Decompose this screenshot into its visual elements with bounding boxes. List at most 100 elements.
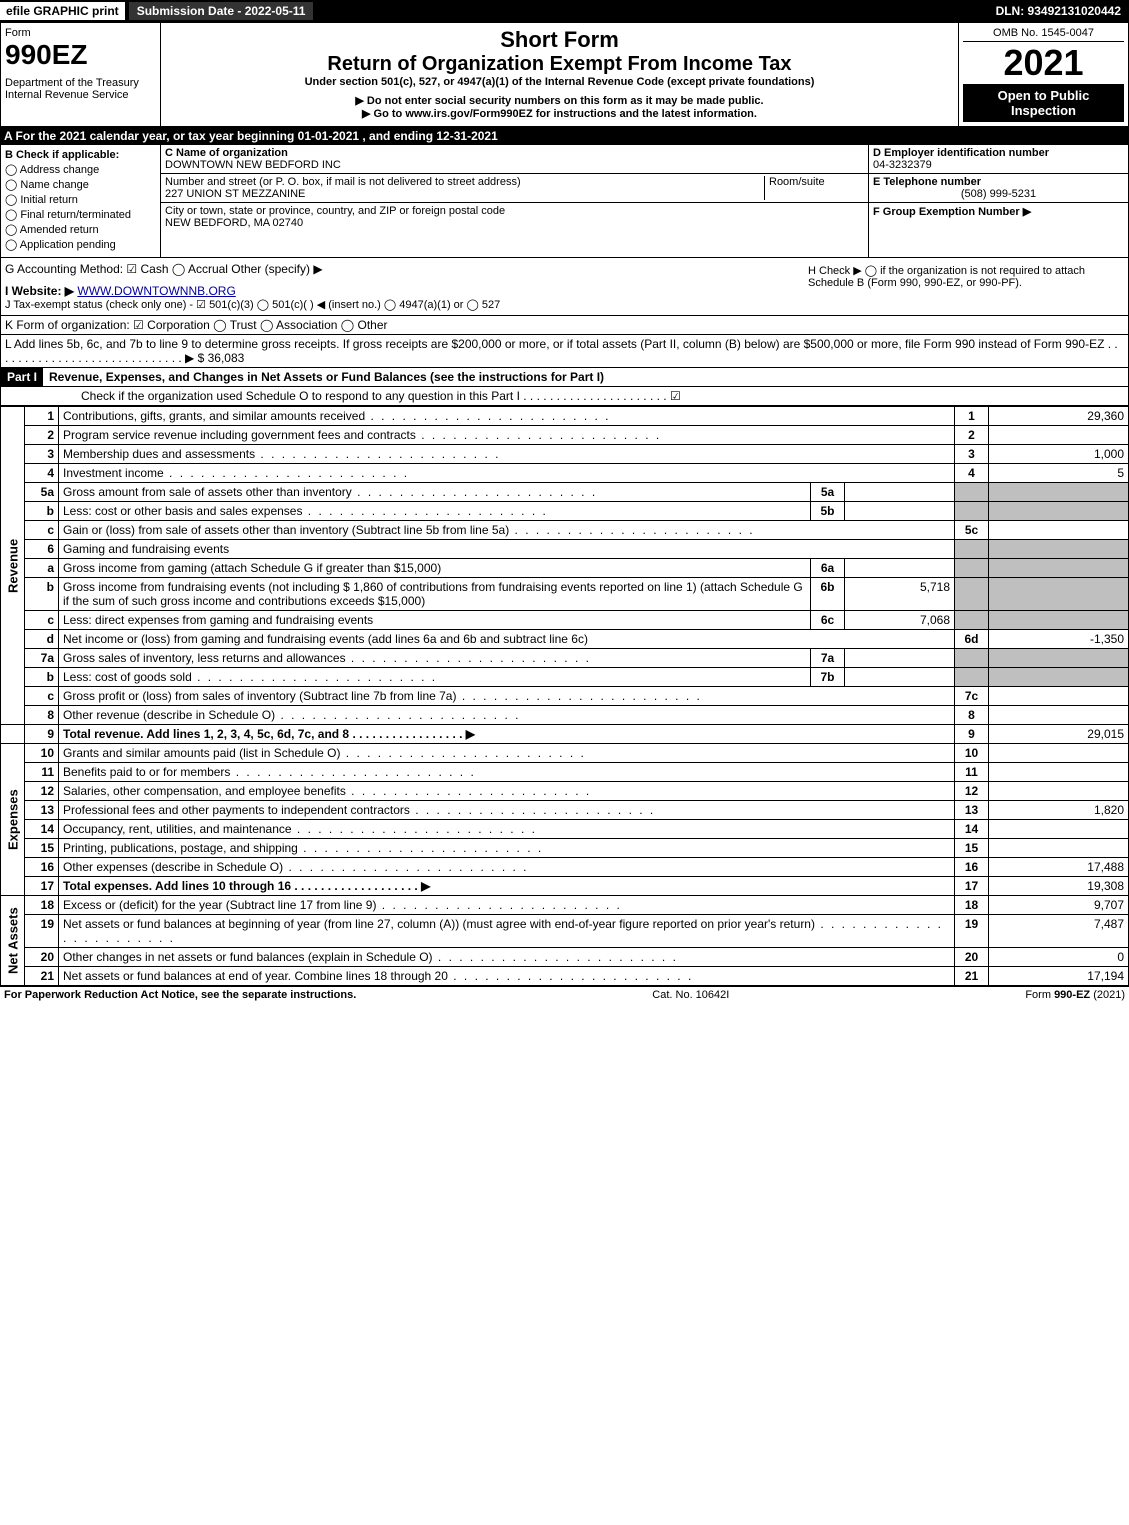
goto-link[interactable]: ▶ Go to www.irs.gov/Form990EZ for instru… — [165, 107, 954, 120]
line-2: 2 Program service revenue including gove… — [1, 426, 1129, 445]
form-number: 990EZ — [5, 39, 156, 71]
form-header: Form 990EZ Department of the Treasury In… — [0, 22, 1129, 127]
line-7c: c Gross profit or (loss) from sales of i… — [1, 687, 1129, 706]
line-7a: 7a Gross sales of inventory, less return… — [1, 649, 1129, 668]
header-mid: Short Form Return of Organization Exempt… — [161, 23, 958, 126]
e-row: E Telephone number (508) 999-5231 — [869, 174, 1128, 203]
j-tax-exempt: J Tax-exempt status (check only one) - ☑… — [5, 298, 804, 311]
line-19: 19 Net assets or fund balances at beginn… — [1, 915, 1129, 948]
under-section: Under section 501(c), 527, or 4947(a)(1)… — [165, 76, 954, 88]
org-name: DOWNTOWN NEW BEDFORD INC — [165, 159, 864, 171]
form-label: Form — [5, 27, 156, 39]
footer-right: Form 990-EZ (2021) — [1025, 989, 1125, 1001]
cb-amended-return[interactable]: ◯ Amended return — [5, 223, 156, 236]
line-13: 13 Professional fees and other payments … — [1, 801, 1129, 820]
netassets-sidelabel: Net Assets — [1, 896, 25, 986]
k-row: K Form of organization: ☑ Corporation ◯ … — [0, 316, 1129, 335]
col-c: C Name of organization DOWNTOWN NEW BEDF… — [161, 145, 868, 257]
section-ghi: G Accounting Method: ☑ Cash ◯ Accrual Ot… — [0, 258, 1129, 316]
line-6d: d Net income or (loss) from gaming and f… — [1, 630, 1129, 649]
c-street-row: Number and street (or P. O. box, if mail… — [161, 174, 868, 203]
line-14: 14 Occupancy, rent, utilities, and maint… — [1, 820, 1129, 839]
line-6b: b Gross income from fundraising events (… — [1, 578, 1129, 611]
expenses-sidelabel: Expenses — [1, 744, 25, 896]
line-11: 11 Benefits paid to or for members 11 — [1, 763, 1129, 782]
row-a-text: A For the 2021 calendar year, or tax yea… — [4, 129, 498, 143]
line-8: 8 Other revenue (describe in Schedule O)… — [1, 706, 1129, 725]
website-link-visible[interactable]: WWW.DOWNTOWNNB.ORG — [77, 284, 235, 298]
c-city-row: City or town, state or province, country… — [161, 203, 868, 231]
header-left: Form 990EZ Department of the Treasury In… — [1, 23, 161, 126]
f-row: F Group Exemption Number ▶ — [869, 203, 1128, 220]
open-inspection: Open to Public Inspection — [963, 84, 1124, 122]
cb-initial-return[interactable]: ◯ Initial return — [5, 193, 156, 206]
part-i-badge: Part I — [1, 368, 43, 386]
line-3: 3 Membership dues and assessments 3 1,00… — [1, 445, 1129, 464]
l-row: L Add lines 5b, 6c, and 7b to line 9 to … — [0, 335, 1129, 368]
line-17: 17 Total expenses. Add lines 10 through … — [1, 877, 1129, 896]
f-label: F Group Exemption Number ▶ — [873, 205, 1124, 218]
i-website: I Website: ▶ I Website: ▶ WWW.DOWNTOWNNB… — [5, 284, 804, 298]
c-street-label: Number and street (or P. O. box, if mail… — [165, 176, 764, 188]
return-title: Return of Organization Exempt From Incom… — [165, 53, 954, 76]
c-name-row: C Name of organization DOWNTOWN NEW BEDF… — [161, 145, 868, 174]
line-4: 4 Investment income 4 5 — [1, 464, 1129, 483]
line-5a: 5a Gross amount from sale of assets othe… — [1, 483, 1129, 502]
line-10: Expenses 10 Grants and similar amounts p… — [1, 744, 1129, 763]
line-5b: b Less: cost or other basis and sales ex… — [1, 502, 1129, 521]
col-b: B Check if applicable: ◯ Address change … — [1, 145, 161, 257]
short-form-title: Short Form — [165, 27, 954, 53]
part-i-check: Check if the organization used Schedule … — [0, 387, 1129, 406]
row-a: A For the 2021 calendar year, or tax yea… — [0, 127, 1129, 145]
line-21: 21 Net assets or fund balances at end of… — [1, 967, 1129, 986]
b-label: B Check if applicable: — [5, 149, 156, 161]
section-b-c: B Check if applicable: ◯ Address change … — [0, 145, 1129, 258]
efile-label: efile GRAPHIC print — [0, 2, 125, 20]
header-right: OMB No. 1545-0047 2021 Open to Public In… — [958, 23, 1128, 126]
d-row: D Employer identification number 04-3232… — [869, 145, 1128, 174]
footer-mid: Cat. No. 10642I — [652, 989, 729, 1001]
dln: DLN: 93492131020442 — [988, 2, 1129, 20]
omb-number: OMB No. 1545-0047 — [963, 27, 1124, 42]
e-label: E Telephone number — [873, 176, 1124, 188]
cb-address-change[interactable]: ◯ Address change — [5, 163, 156, 176]
line-12: 12 Salaries, other compensation, and emp… — [1, 782, 1129, 801]
top-bar: efile GRAPHIC print Submission Date - 20… — [0, 0, 1129, 22]
footer: For Paperwork Reduction Act Notice, see … — [0, 986, 1129, 1003]
irs-label: Internal Revenue Service — [5, 89, 156, 101]
col-def: D Employer identification number 04-3232… — [868, 145, 1128, 257]
org-street: 227 UNION ST MEZZANINE — [165, 188, 764, 200]
tax-year: 2021 — [963, 42, 1124, 84]
cb-application-pending[interactable]: ◯ Application pending — [5, 238, 156, 251]
c-city-label: City or town, state or province, country… — [165, 205, 864, 217]
g-accounting: G Accounting Method: ☑ Cash ◯ Accrual Ot… — [5, 262, 804, 276]
lines-table: Revenue 1 Contributions, gifts, grants, … — [0, 406, 1129, 986]
h-box: H Check ▶ ◯ if the organization is not r… — [804, 262, 1124, 311]
telephone: (508) 999-5231 — [873, 188, 1124, 200]
line-7b: b Less: cost of goods sold 7b — [1, 668, 1129, 687]
line-1: Revenue 1 Contributions, gifts, grants, … — [1, 407, 1129, 426]
line-9-text: Total revenue. Add lines 1, 2, 3, 4, 5c,… — [63, 727, 475, 741]
no-ssn-note: ▶ Do not enter social security numbers o… — [165, 94, 954, 107]
line-20: 20 Other changes in net assets or fund b… — [1, 948, 1129, 967]
line-5c: c Gain or (loss) from sale of assets oth… — [1, 521, 1129, 540]
line-18: Net Assets 18 Excess or (deficit) for th… — [1, 896, 1129, 915]
part-i-header: Part I Revenue, Expenses, and Changes in… — [0, 368, 1129, 387]
line-16: 16 Other expenses (describe in Schedule … — [1, 858, 1129, 877]
room-suite-label: Room/suite — [764, 176, 864, 200]
cb-name-change[interactable]: ◯ Name change — [5, 178, 156, 191]
d-label: D Employer identification number — [873, 147, 1124, 159]
cb-final-return[interactable]: ◯ Final return/terminated — [5, 208, 156, 221]
submission-date: Submission Date - 2022-05-11 — [129, 2, 314, 20]
line-6c: c Less: direct expenses from gaming and … — [1, 611, 1129, 630]
c-name-label: C Name of organization — [165, 147, 864, 159]
revenue-sidelabel: Revenue — [1, 407, 25, 725]
org-city: NEW BEDFORD, MA 02740 — [165, 217, 864, 229]
ghi-left: G Accounting Method: ☑ Cash ◯ Accrual Ot… — [5, 262, 804, 311]
line-15: 15 Printing, publications, postage, and … — [1, 839, 1129, 858]
ein: 04-3232379 — [873, 159, 1124, 171]
line-6: 6 Gaming and fundraising events — [1, 540, 1129, 559]
line-6a: a Gross income from gaming (attach Sched… — [1, 559, 1129, 578]
line-17-text: Total expenses. Add lines 10 through 16 … — [63, 879, 430, 893]
part-i-title: Revenue, Expenses, and Changes in Net As… — [43, 368, 1128, 386]
